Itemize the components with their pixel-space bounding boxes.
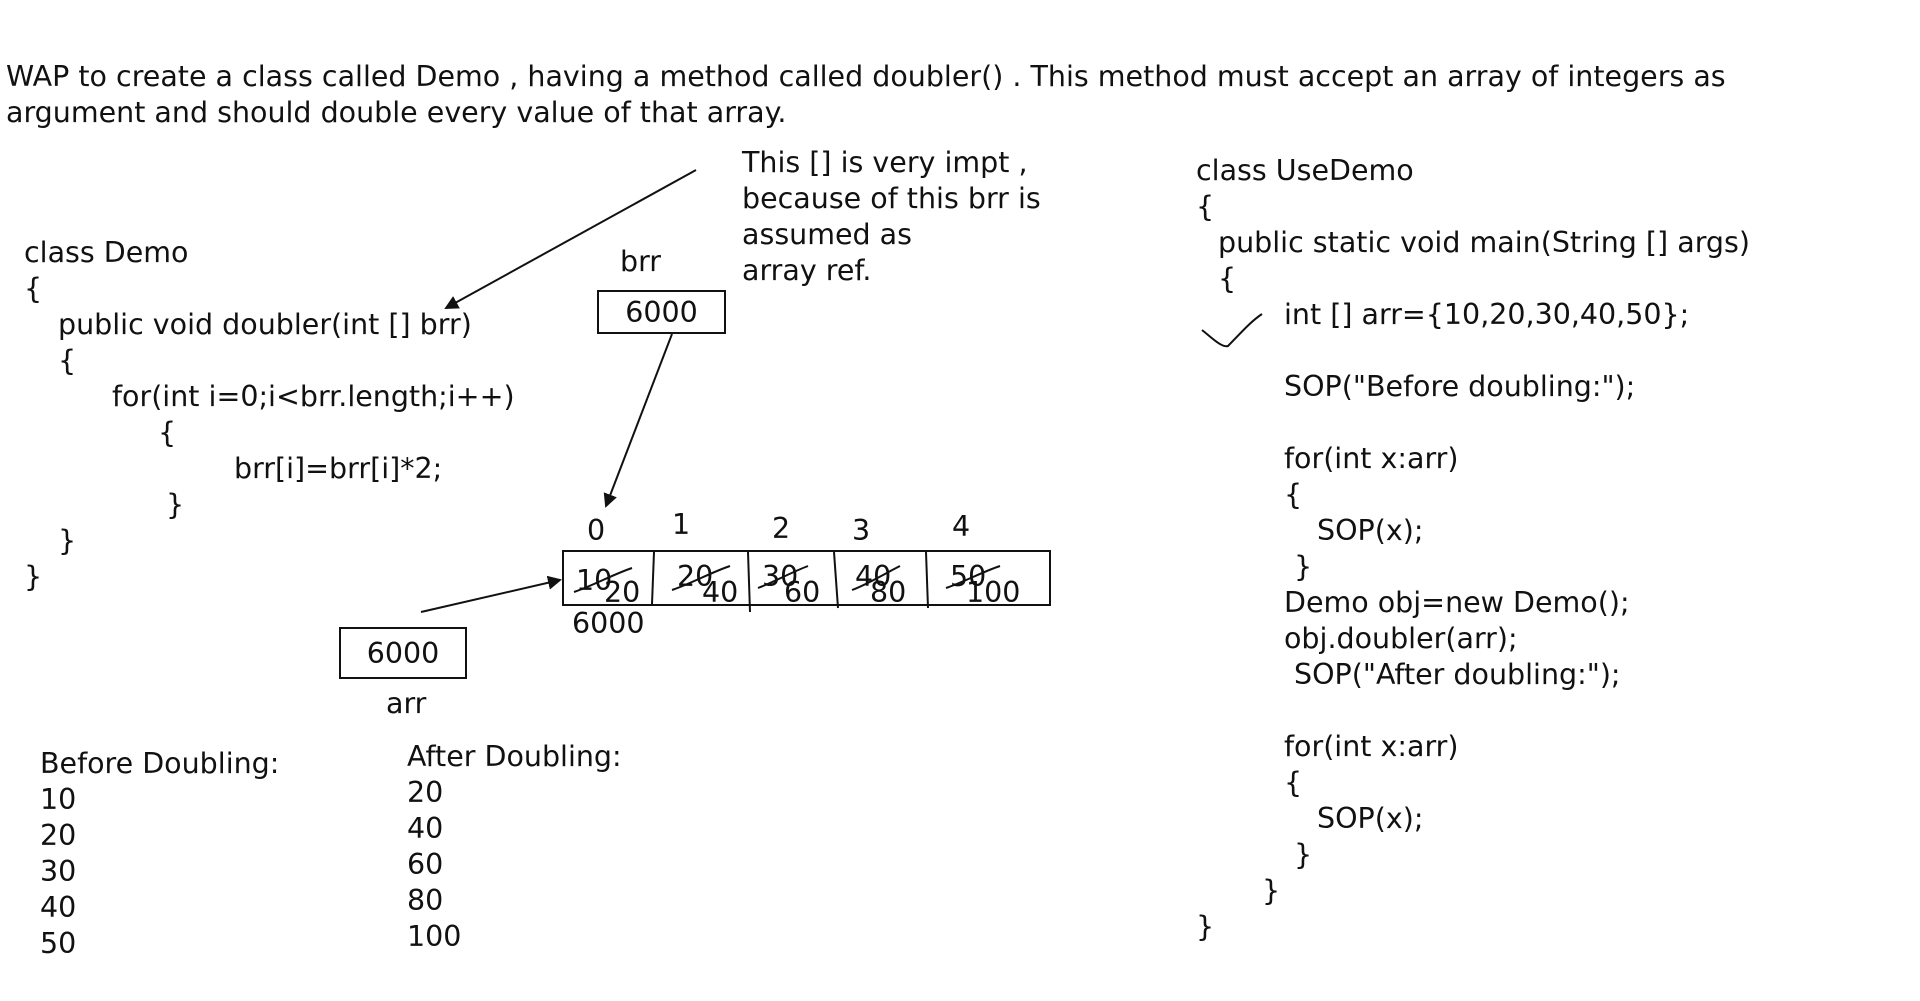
code-line: } (1294, 550, 1313, 583)
code-line: brr[i]=brr[i]*2; (234, 452, 443, 485)
arr-arrow (420, 575, 562, 613)
strike-mark (945, 565, 1001, 589)
code-line: } (1262, 874, 1281, 907)
strike-mark (573, 567, 633, 593)
code-line: public void doubler(int [] brr) (58, 308, 472, 341)
array-new-value: 60 (784, 576, 821, 609)
code-line: for(int x:arr) (1284, 730, 1459, 763)
code-line: } (166, 488, 185, 521)
note-line: This [] is very impt , (742, 146, 1028, 179)
before-value: 40 (40, 891, 77, 924)
array-old-value: 30 (762, 560, 799, 593)
array-old-value: 50 (950, 560, 987, 593)
code-line: SOP(x); (1317, 802, 1424, 835)
array-index: 3 (852, 514, 871, 547)
check-mark-icon (1201, 313, 1263, 348)
array-old-value: 10 (576, 564, 613, 597)
code-line: } (24, 560, 43, 593)
brr-box: 6000 (597, 290, 726, 334)
note-line: array ref. (742, 254, 872, 287)
arr-label: arr (386, 687, 427, 720)
code-line: { (1284, 478, 1303, 511)
before-value: 30 (40, 855, 77, 888)
array-index: 0 (587, 514, 606, 547)
array-new-value: 100 (966, 576, 1021, 609)
after-value: 100 (407, 920, 462, 953)
code-line: SOP("After doubling:"); (1294, 658, 1621, 691)
question-line-1: WAP to create a class called Demo , havi… (6, 60, 1726, 93)
array-index: 2 (772, 512, 791, 545)
after-value: 40 (407, 812, 444, 845)
after-value: 20 (407, 776, 444, 809)
code-line: for(int x:arr) (1284, 442, 1459, 475)
array-divider (651, 551, 655, 605)
brr-arrow (603, 333, 673, 508)
after-title: After Doubling: (407, 740, 622, 773)
code-line: for(int i=0;i<brr.length;i++) (112, 380, 515, 413)
before-value: 20 (40, 819, 77, 852)
code-line: } (1196, 910, 1215, 943)
code-line: SOP("Before doubling:"); (1284, 370, 1636, 403)
array-index: 1 (672, 508, 691, 541)
code-line: SOP(x); (1317, 514, 1424, 547)
strike-mark (671, 565, 731, 591)
after-value: 60 (407, 848, 444, 881)
array-new-value: 40 (702, 576, 739, 609)
array-old-value: 40 (855, 560, 892, 593)
code-line: class UseDemo (1196, 154, 1414, 187)
code-line: { (1196, 190, 1215, 223)
after-value: 80 (407, 884, 444, 917)
arr-box: 6000 (339, 627, 467, 679)
code-line: int [] arr={10,20,30,40,50}; (1284, 298, 1690, 331)
strike-mark (851, 565, 901, 591)
arr-value: 6000 (366, 636, 440, 670)
code-line: { (58, 344, 77, 377)
before-title: Before Doubling: (40, 747, 280, 780)
question-line-2: argument and should double every value o… (6, 96, 787, 129)
array-old-value: 20 (677, 560, 714, 593)
before-value: 10 (40, 783, 77, 816)
code-line: Demo obj=new Demo(); (1284, 586, 1630, 619)
array-box (562, 550, 1051, 606)
strike-mark (757, 565, 809, 589)
code-line: { (158, 416, 177, 449)
note-line: because of this brr is (742, 182, 1041, 215)
before-value: 50 (40, 927, 77, 960)
brr-value: 6000 (625, 295, 698, 329)
array-address: 6000 (572, 607, 645, 640)
array-divider (925, 551, 929, 609)
array-divider (833, 551, 839, 609)
code-line: { (1218, 262, 1237, 295)
array-new-value: 80 (870, 576, 907, 609)
brr-label: brr (620, 245, 662, 278)
code-line: } (58, 524, 77, 557)
note-line: assumed as (742, 218, 912, 251)
array-index: 4 (952, 510, 971, 543)
code-line: public static void main(String [] args) (1218, 226, 1750, 259)
array-new-value: 20 (604, 576, 641, 609)
code-line: { (24, 272, 43, 305)
code-line: } (1294, 838, 1313, 871)
code-line: class Demo (24, 236, 189, 269)
code-line: { (1284, 766, 1303, 799)
note-arrow (444, 169, 697, 309)
code-line: obj.doubler(arr); (1284, 622, 1518, 655)
array-divider (747, 551, 751, 613)
